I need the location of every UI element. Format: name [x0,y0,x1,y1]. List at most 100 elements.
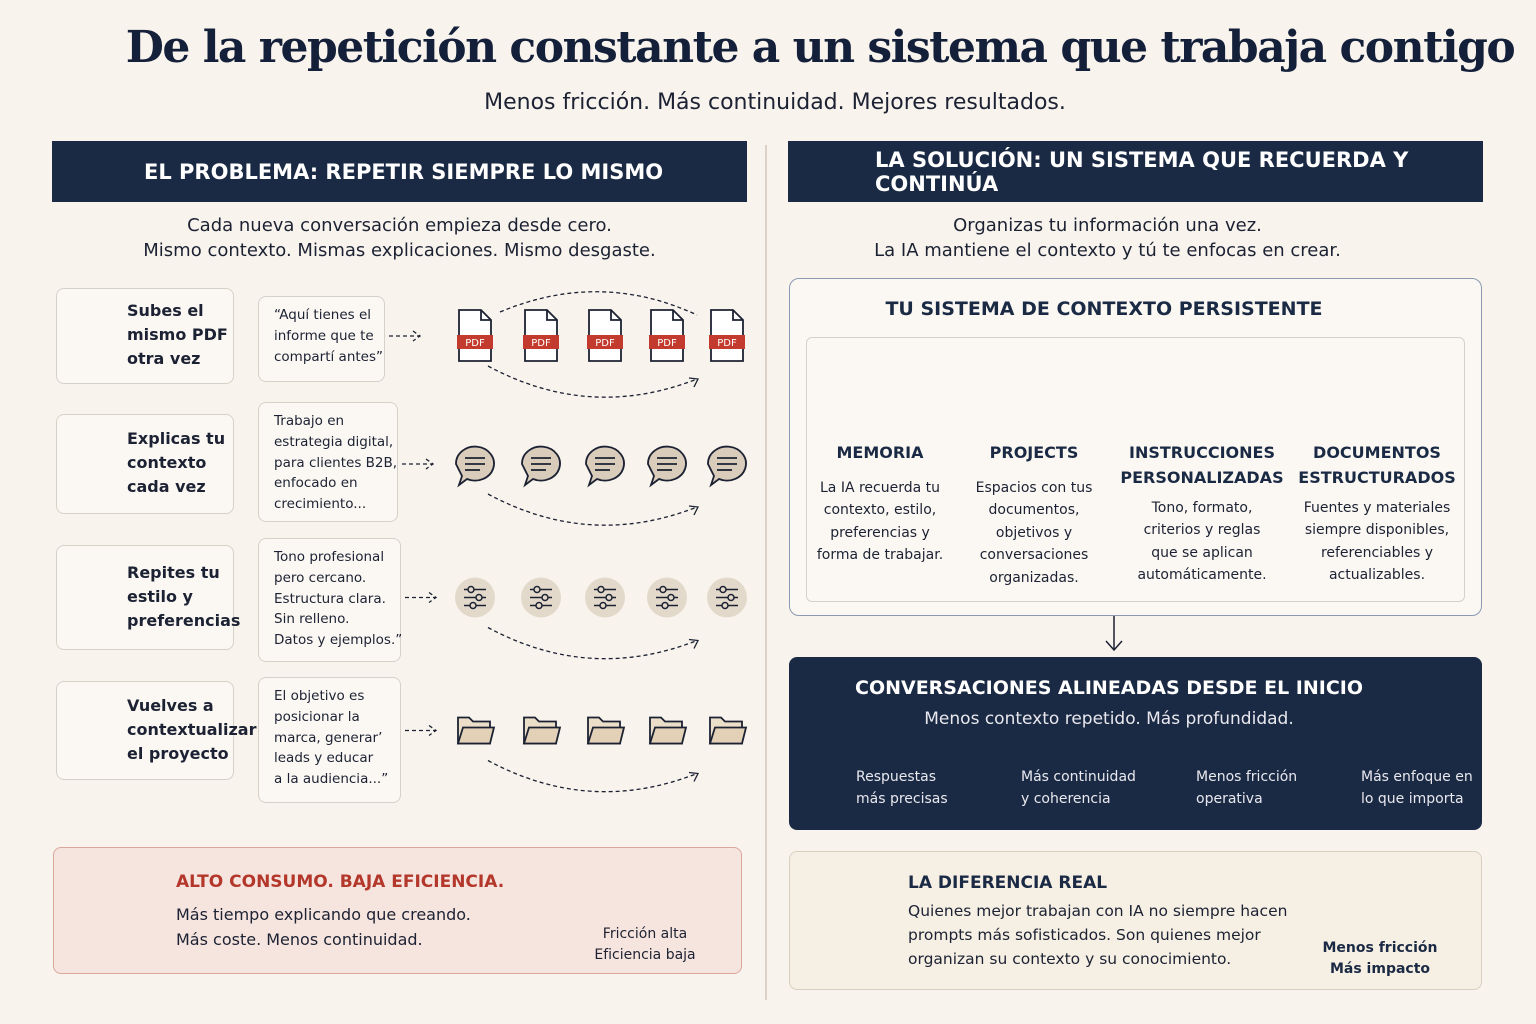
column-text: Fuentes y materiales siempre disponibles,… [1287,497,1467,587]
folder-icon [648,716,688,745]
arrow [405,591,438,604]
summary-text: Más tiempo explicando que creando. Más co… [176,902,471,952]
chat-icon [455,445,495,488]
column-text: Espacios con tus documentos, objetivos y co… [944,477,1124,589]
text-line: leads y educar [274,750,374,767]
folder-icon [586,716,626,745]
text-line: PROJECTS [989,443,1079,462]
arc-head [688,505,699,516]
problem-heading: EL PROBLEMA: REPETIR SIEMPRE LO MISMO [52,141,747,202]
column-title: DOCUMENTOS ESTRUCTURADOS [1287,440,1467,490]
text-line: Quienes mejor trabajan con IA no siempre… [908,902,1288,920]
text-line: La IA mantiene el contexto y tú te enfoc… [874,240,1341,261]
text-line: el proyecto [127,743,229,763]
folder-front [586,726,626,745]
slider-knob [659,585,667,594]
row-label: Explicas tu contexto cada vez [127,427,225,499]
row-quote: El objetivo es posicionar la marca, genera… [274,686,388,790]
chat-icon [585,445,625,488]
slider-knob [533,585,541,594]
column-title: INSTRUCCIONES PERSONALIZADAS [1112,440,1292,490]
row-quote: “Aquí tienes el informe que te compartí an… [274,305,383,367]
text-line: siempre disponibles, [1304,522,1450,539]
bubble [585,445,625,488]
text-line: preferencias y [830,524,930,541]
text-line: Más coste. Menos continuidad. [176,930,423,949]
result-title: CONVERSACIONES ALINEADAS DESDE EL INICIO [855,677,1363,699]
text-line: informe que te [274,327,374,344]
text-line: Mismo contexto. Mismas explicaciones. Mi… [143,240,656,261]
text-line: contextualizar [127,719,257,739]
text-line: mismo PDF [127,325,228,344]
text-line: contexto [127,453,207,472]
loop-arc [487,365,698,398]
system-title: TU SISTEMA DE CONTEXTO PERSISTENTE [885,298,1323,320]
pdf-tag [523,335,559,349]
text-line: Fricción alta [602,926,688,942]
text-line: Menos fricción [1322,940,1438,956]
folder-icon [522,716,562,745]
row-label: Repites tu estilo y preferencias [127,561,240,633]
arc-head [688,771,699,782]
slider-knob [667,593,675,602]
text-line: Respuestas [856,769,937,785]
pdf-tag [587,335,623,349]
text-line: objetivos y [995,524,1073,541]
text-line: operativa [1196,791,1263,808]
text-line: PERSONALIZADAS [1120,468,1284,487]
pdf-icon: PDF [709,309,745,362]
slider-knob [719,585,727,594]
folder-front [456,726,496,745]
summary-title: ALTO CONSUMO. BAJA EFICIENCIA. [176,872,505,892]
slider-knob [535,601,543,610]
pdf-label: PDF [465,338,485,349]
arrow [389,330,422,342]
text-line: La IA recuerda tu [819,480,941,496]
pdf-label: PDF [531,338,551,349]
solution-heading: LA SOLUCIÓN: UN SISTEMA QUE RECUERDA Y C… [788,141,1483,202]
result-subtitle: Menos contexto repetido. Más profundidad… [924,709,1294,729]
pdf-icon: PDF [523,309,559,362]
folder-icon [456,716,496,745]
text-line: Menos fricción [1196,769,1298,785]
quote-card [258,538,401,662]
text-line: Más impacto [1329,961,1431,977]
slider-knob [541,593,549,602]
column-text: Tono, formato, criterios y reglas que se a… [1112,497,1292,587]
label-card [56,288,234,384]
text-line: estilo y [127,586,193,606]
slider-knob [467,585,475,594]
text-line: Eficiencia baja [594,947,696,963]
text-line: Más tiempo explicando que creando. [176,905,471,924]
slider-knob [599,601,607,610]
slider-knob [605,593,613,602]
loop-arc [487,493,698,526]
loop-arc [487,626,698,660]
arc-head [688,377,699,388]
pdf-tag [709,335,745,349]
pdf-fold [610,310,621,321]
text-line: contexto, estilo, [823,502,937,519]
text-line: Subes el [127,301,204,320]
quote-card [258,296,385,382]
slider-icon [585,577,625,618]
text-line: actualizables. [1328,567,1426,584]
pdf-fold [546,310,557,321]
arrow [405,724,438,737]
text-line: pero cercano. [274,569,367,586]
text-line: criterios y reglas [1143,522,1261,539]
slider-icon [521,577,561,618]
arrow [402,458,435,470]
text-line: “Aquí tienes el [274,307,372,323]
text-line: Trabajo en [274,413,345,429]
row-label: Vuelves a contextualizar el proyecto [127,694,257,766]
text-line: marca, generar’ [274,729,383,746]
text-line: Tono, formato, [1151,500,1253,516]
text-line: MEMORIA [836,443,924,462]
text-line: estrategia digital, [274,433,394,450]
pdf-icon: PDF [649,309,685,362]
subtitle: Menos fricción. Más continuidad. Mejores… [484,90,1066,115]
bubble [707,445,747,488]
connector-head [1105,640,1123,652]
